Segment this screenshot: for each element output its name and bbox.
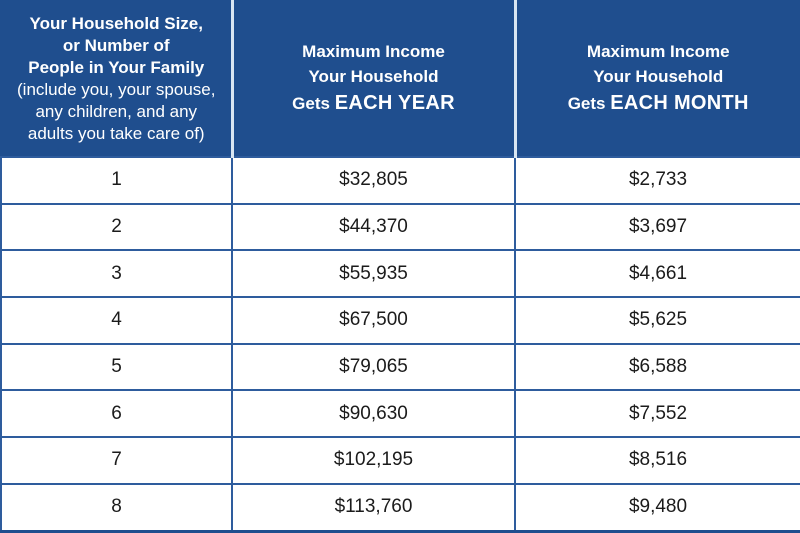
yearly-income-cell: $113,760	[231, 482, 516, 533]
header-max-income-year: Maximum Income Your Household Gets EACH …	[230, 1, 515, 157]
yearly-income-cell: $67,500	[231, 296, 516, 345]
header-max-income-month-text: Maximum Income Your Household	[586, 41, 730, 86]
monthly-income-cell: $9,480	[514, 482, 800, 533]
header-month-gets-label: Gets	[567, 94, 606, 114]
table-row: 3 $55,935 $4,661	[0, 249, 800, 299]
yearly-income-cell: $44,370	[231, 202, 516, 252]
household-size-cell: 7	[0, 436, 233, 485]
monthly-income-cell: $6,588	[514, 342, 800, 392]
monthly-income-cell: $2,733	[514, 156, 800, 205]
yearly-income-cell: $79,065	[231, 342, 516, 392]
header-year-period-label: EACH YEAR	[334, 92, 455, 115]
table-row: 7 $102,195 $8,516	[0, 436, 800, 485]
yearly-income-cell: $32,805	[231, 156, 516, 205]
household-size-cell: 4	[0, 296, 233, 345]
table-row: 4 $67,500 $5,625	[0, 296, 800, 345]
header-max-income-year-text: Maximum Income Your Household	[302, 41, 445, 86]
monthly-income-cell: $3,697	[514, 202, 800, 252]
table-row: 2 $44,370 $3,697	[0, 202, 800, 252]
monthly-income-cell: $7,552	[514, 389, 800, 439]
table-row: 5 $79,065 $6,588	[0, 342, 800, 392]
table-row: 8 $113,760 $9,480	[0, 482, 800, 533]
table-header: Your Household Size, or Number of People…	[1, 1, 800, 157]
header-row: Your Household Size, or Number of People…	[1, 1, 800, 157]
header-household-size-note: (include you, your spouse, any children,…	[17, 80, 216, 144]
yearly-income-cell: $55,935	[231, 249, 516, 299]
yearly-income-cell: $102,195	[231, 436, 516, 485]
household-size-cell: 8	[0, 482, 233, 533]
table-body: 1 $32,805 $2,733 2 $44,370 $3,697 3 $55,…	[0, 156, 800, 533]
yearly-income-cell: $90,630	[231, 389, 516, 439]
header-max-income-month: Maximum Income Your Household Gets EACH …	[513, 1, 800, 157]
household-size-cell: 6	[0, 389, 233, 439]
household-size-cell: 5	[0, 342, 233, 392]
monthly-income-cell: $5,625	[514, 296, 800, 345]
header-year-gets-label: Gets	[292, 94, 330, 114]
monthly-income-cell: $8,516	[514, 436, 800, 485]
table-row: 6 $90,630 $7,552	[0, 389, 800, 439]
household-size-cell: 3	[0, 249, 233, 299]
monthly-income-cell: $4,661	[514, 249, 800, 299]
header-household-size: Your Household Size, or Number of People…	[1, 1, 232, 157]
household-size-cell: 2	[0, 202, 233, 252]
header-household-size-title: Your Household Size, or Number of People…	[28, 13, 205, 77]
header-month-period-label: EACH MONTH	[610, 92, 749, 115]
table-row: 1 $32,805 $2,733	[0, 156, 800, 205]
household-size-cell: 1	[0, 156, 233, 205]
header-max-income-year-period-line: Gets EACH YEAR	[240, 89, 508, 118]
header-max-income-month-period-line: Gets EACH MONTH	[523, 89, 795, 118]
